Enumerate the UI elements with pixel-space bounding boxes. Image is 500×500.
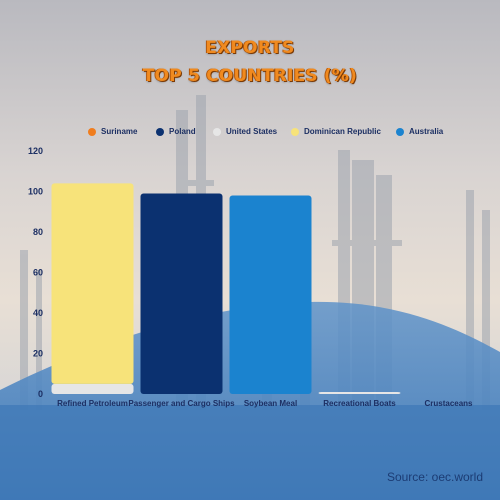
legend-label-suriname: Suriname <box>101 127 138 136</box>
x-tick-label: Crustaceans <box>424 399 473 408</box>
legend-swatch-poland <box>156 127 164 136</box>
bar-dominican-republic-0 <box>51 183 134 384</box>
legend-item-united-states: United States <box>213 127 277 136</box>
bar-united-states-0 <box>51 383 134 394</box>
bar-australia-2 <box>229 195 312 394</box>
x-tick-label: Refined Petroleum <box>57 399 128 408</box>
legend-item-dominican-republic: Dominican Republic <box>291 127 381 136</box>
x-tick-label: Passenger and Cargo Ships <box>128 399 235 408</box>
legend: Suriname Poland United States Dominican … <box>0 127 500 141</box>
y-tick-label: 100 <box>28 187 43 197</box>
bar-united-states-3 <box>318 391 401 394</box>
y-tick-label: 120 <box>28 146 43 156</box>
legend-item-australia: Australia <box>396 127 443 136</box>
legend-item-suriname: Suriname <box>88 127 137 136</box>
legend-item-poland: Poland <box>156 127 196 136</box>
legend-swatch-united-states <box>213 127 221 136</box>
legend-swatch-australia <box>396 127 404 136</box>
legend-label-australia: Australia <box>409 127 444 136</box>
x-tick-label: Soybean Meal <box>244 399 297 408</box>
y-tick-label: 80 <box>33 227 43 237</box>
source-note: Source: oec.world <box>386 470 483 484</box>
x-tick-label: Recreational Boats <box>323 399 396 408</box>
y-tick-label: 0 <box>38 389 43 399</box>
legend-label-united-states: United States <box>226 127 278 136</box>
y-tick-label: 20 <box>33 349 43 359</box>
y-tick-label: 60 <box>33 268 43 278</box>
bar-poland-1 <box>140 193 223 394</box>
chart-subtitle: TOP 5 COUNTRIES (%) <box>142 66 358 86</box>
legend-label-poland: Poland <box>169 127 196 136</box>
legend-swatch-dominican-republic <box>291 127 299 136</box>
legend-label-dominican-republic: Dominican Republic <box>304 127 381 136</box>
y-tick-label: 40 <box>33 308 43 318</box>
chart-title: EXPORTS <box>205 38 295 58</box>
legend-swatch-suriname <box>88 127 96 136</box>
